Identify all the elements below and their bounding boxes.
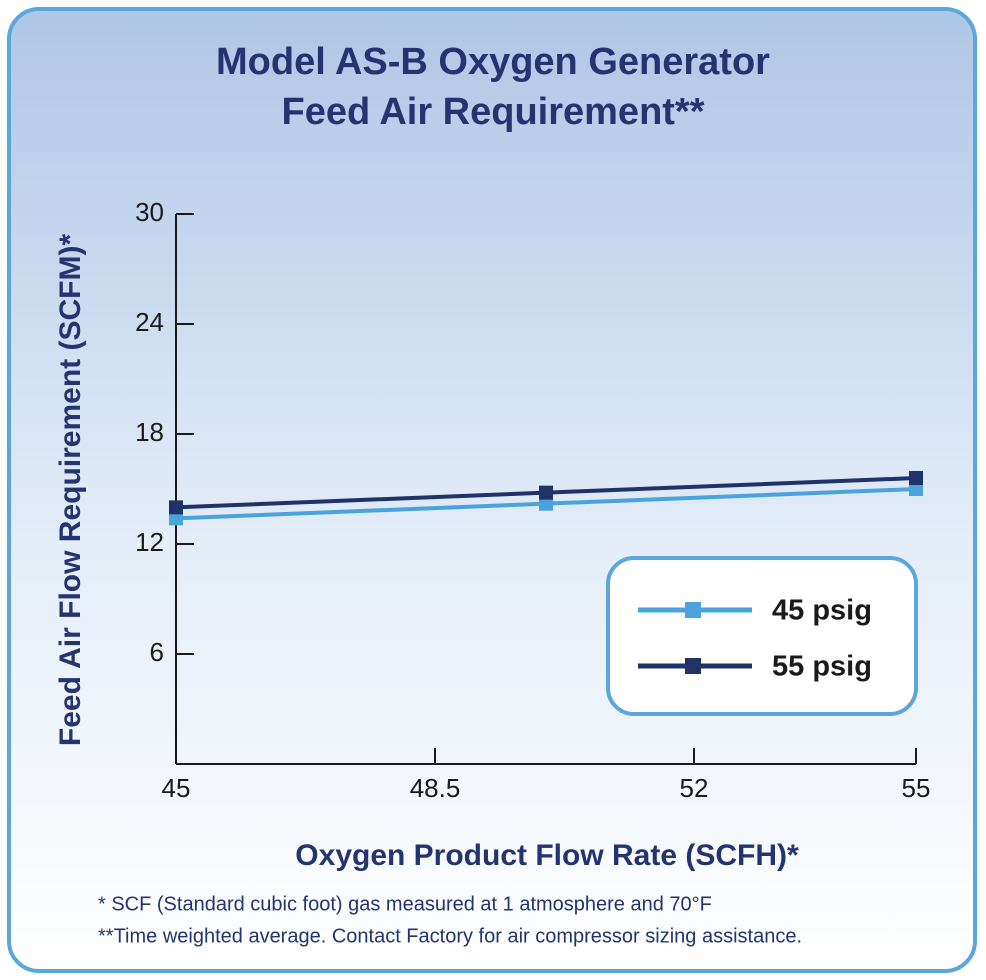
marker [169,511,183,526]
marker [909,482,923,496]
footnote: * SCF (Standard cubic foot) gas measured… [98,893,712,915]
chart-title: Feed Air Requirement** [281,91,704,133]
footnote: **Time weighted average. Contact Factory… [98,925,802,947]
x-tick-label: 45 [162,773,191,803]
x-tick-label: 52 [680,773,709,803]
panel [7,7,977,973]
marker [169,500,183,515]
x-tick-label: 55 [902,773,931,803]
y-tick-label: 30 [135,197,164,227]
legend [606,556,918,716]
x-tick-label: 48.5 [410,773,461,803]
chart-title: Model AS-B Oxygen Generator [216,41,770,83]
y-tick-label: 6 [150,637,164,667]
legend-label: 45 psig [772,595,872,627]
marker [539,496,553,511]
legend-label: 55 psig [772,651,872,683]
x-axis-label: Oxygen Product Flow Rate (SCFH)* [295,839,799,872]
y-axis-label: Feed Air Flow Requirement (SCFM)* [54,234,87,747]
marker [909,471,923,485]
legend-marker [685,602,701,618]
y-tick-label: 12 [135,527,164,557]
marker [539,485,553,500]
legend-marker [685,658,701,674]
y-tick-label: 24 [135,307,164,337]
y-tick-label: 18 [135,417,164,447]
